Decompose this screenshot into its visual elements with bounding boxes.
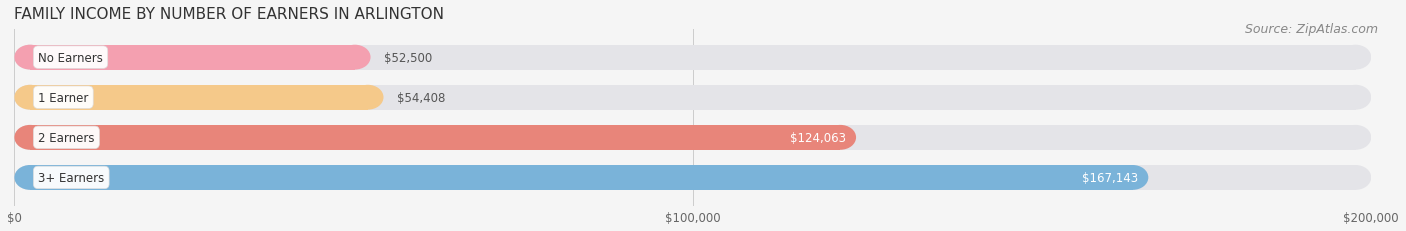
Ellipse shape [1340,165,1371,190]
Bar [30,85,1355,110]
Bar [30,46,1355,70]
Bar [30,46,354,70]
Ellipse shape [1340,125,1371,150]
Text: 2 Earners: 2 Earners [38,131,94,144]
Text: FAMILY INCOME BY NUMBER OF EARNERS IN ARLINGTON: FAMILY INCOME BY NUMBER OF EARNERS IN AR… [14,7,444,22]
Ellipse shape [14,85,46,110]
Text: 3+ Earners: 3+ Earners [38,171,104,184]
Ellipse shape [14,165,46,190]
Bar [30,165,1133,190]
Ellipse shape [1340,46,1371,70]
Text: $167,143: $167,143 [1083,171,1137,184]
Ellipse shape [14,46,46,70]
Ellipse shape [14,125,46,150]
Text: $124,063: $124,063 [790,131,846,144]
Text: Source: ZipAtlas.com: Source: ZipAtlas.com [1244,23,1378,36]
Ellipse shape [1116,165,1149,190]
Text: No Earners: No Earners [38,52,103,64]
Ellipse shape [339,46,371,70]
Bar [30,85,368,110]
Text: $52,500: $52,500 [384,52,433,64]
Bar [30,125,841,150]
Text: $54,408: $54,408 [396,91,446,104]
Bar [30,165,1355,190]
Text: 1 Earner: 1 Earner [38,91,89,104]
Bar [30,125,1355,150]
Ellipse shape [14,125,46,150]
Ellipse shape [14,165,46,190]
Ellipse shape [14,85,46,110]
Ellipse shape [825,125,856,150]
Ellipse shape [352,85,384,110]
Ellipse shape [14,46,46,70]
Ellipse shape [1340,85,1371,110]
